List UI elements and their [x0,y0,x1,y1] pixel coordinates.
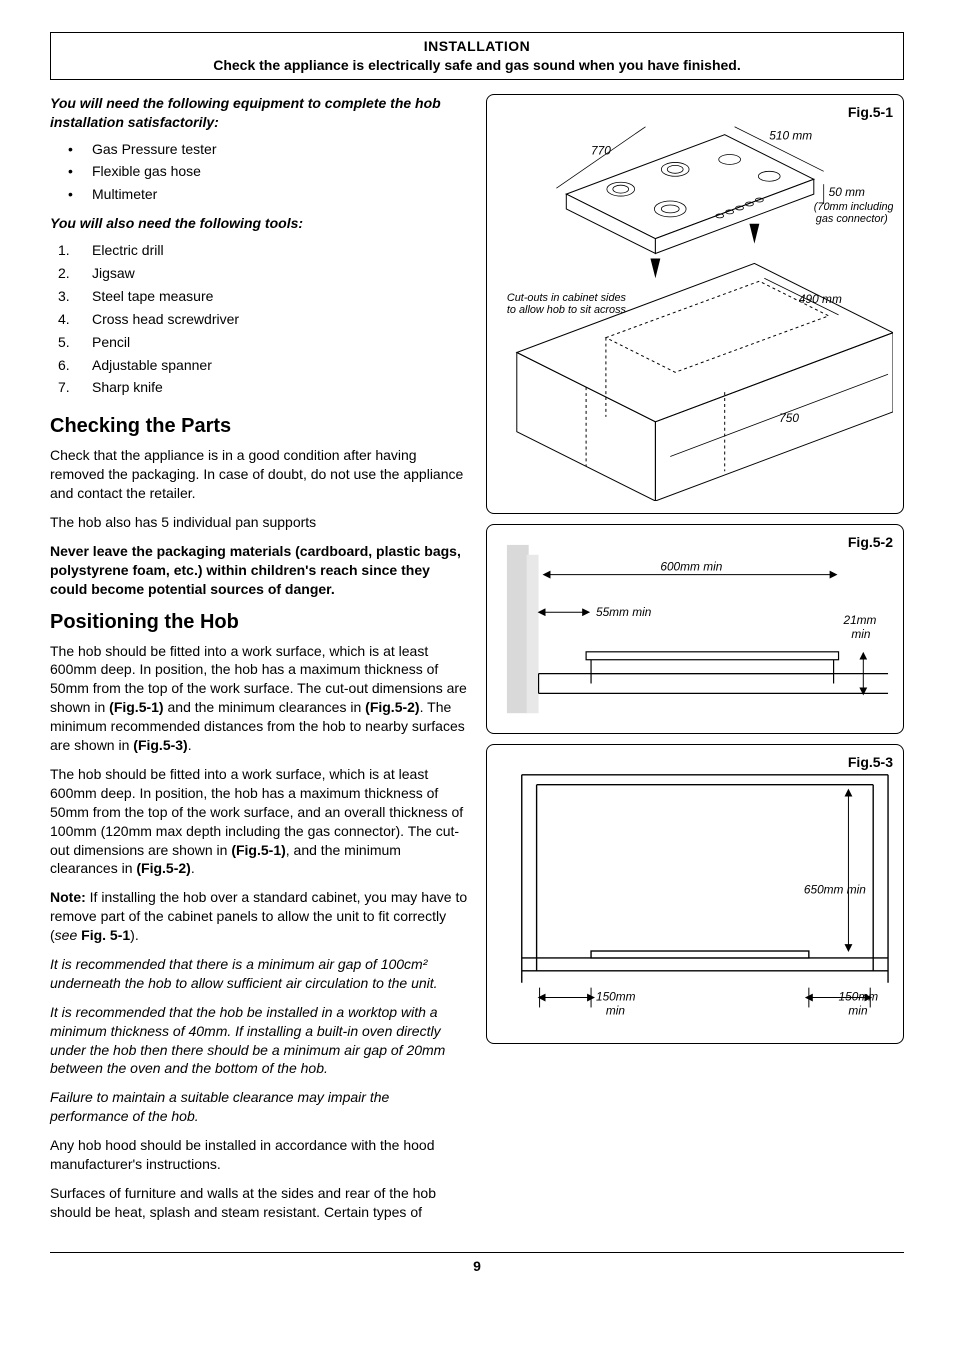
figure-5-1: Fig.5-1 [486,94,904,514]
positioning-note: Note: If installing the hob over a stand… [50,888,468,945]
dim-50: 50 mm [829,185,865,199]
two-column-layout: You will need the following equipment to… [50,94,904,1232]
tool-item: Adjustable spanner [58,356,468,375]
fig-label: Fig.5-1 [848,103,893,122]
right-column: Fig.5-1 [486,94,904,1232]
fig-label: Fig.5-3 [848,753,893,772]
dim-50-note2: gas connector) [816,213,888,225]
tool-item: Cross head screwdriver [58,310,468,329]
tool-item: Pencil [58,333,468,352]
cutouts-line1: Cut-outs in cabinet sides [507,292,627,304]
positioning-p2: The hob should be fitted into a work sur… [50,765,468,878]
fig52-diagram: 600mm min 55mm min 21mm min [497,535,893,723]
tools-intro: You will also need the following tools: [50,214,468,233]
fig-label: Fig.5-2 [848,533,893,552]
tools-list: Electric drill Jigsaw Steel tape measure… [50,241,468,397]
dim-55: 55mm min [596,605,652,619]
checking-warning: Never leave the packaging materials (car… [50,542,468,599]
dim-510: 510 mm [769,128,812,142]
dim-150b1: 150mm [839,989,879,1003]
header-title: INSTALLATION [59,37,895,56]
dim-150b2: min [848,1003,868,1017]
page-number: 9 [50,1252,904,1276]
positioning-p4: It is recommended that there is a minimu… [50,955,468,993]
figure-5-2: Fig.5-2 [486,524,904,734]
checking-heading: Checking the Parts [50,413,468,440]
positioning-p7: Any hob hood should be installed in acco… [50,1136,468,1174]
positioning-p5: It is recommended that the hob be instal… [50,1003,468,1079]
dim-600: 600mm min [660,559,722,573]
tool-item: Electric drill [58,241,468,260]
installation-header: INSTALLATION Check the appliance is elec… [50,32,904,80]
checking-p1: Check that the appliance is in a good co… [50,446,468,503]
dim-770: 770 [591,143,611,157]
dim-490: 490 mm [799,292,842,306]
dim-21b: min [851,627,871,641]
cutouts-line2: to allow hob to sit across [507,304,627,316]
dim-150a2: min [606,1003,626,1017]
tool-item: Steel tape measure [58,287,468,306]
equipment-item: Multimeter [58,185,468,204]
figure-5-3: Fig.5-3 [486,744,904,1044]
tool-item: Sharp knife [58,378,468,397]
positioning-heading: Positioning the Hob [50,609,468,636]
equipment-list: Gas Pressure tester Flexible gas hose Mu… [50,140,468,205]
equipment-item: Flexible gas hose [58,162,468,181]
positioning-p6: Failure to maintain a suitable clearance… [50,1088,468,1126]
positioning-p1: The hob should be fitted into a work sur… [50,642,468,755]
positioning-p8: Surfaces of furniture and walls at the s… [50,1184,468,1222]
equipment-intro: You will need the following equipment to… [50,94,468,132]
fig51-diagram: 770 510 mm 50 mm (70mm including gas con… [497,105,893,501]
dim-150a1: 150mm [596,989,636,1003]
dim-650: 650mm min [804,882,866,896]
equipment-item: Gas Pressure tester [58,140,468,159]
checking-p2: The hob also has 5 individual pan suppor… [50,513,468,532]
fig53-diagram: 650mm min 150mm min 150mm min [497,755,893,1032]
header-subtitle: Check the appliance is electrically safe… [59,56,895,75]
left-column: You will need the following equipment to… [50,94,468,1232]
dim-750: 750 [779,411,799,425]
dim-50-note1: (70mm including [814,201,893,213]
dim-21a: 21mm [842,613,876,627]
tool-item: Jigsaw [58,264,468,283]
